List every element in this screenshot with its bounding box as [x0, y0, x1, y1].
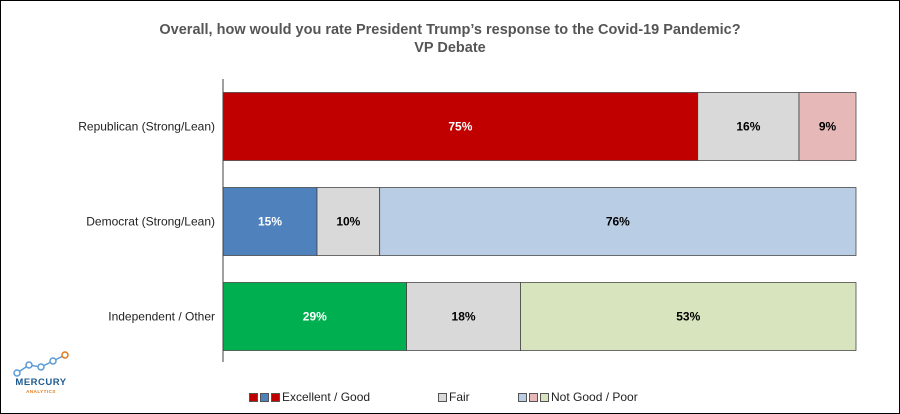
bar-segment — [222, 282, 407, 351]
data-label: 15% — [258, 215, 282, 229]
bar-segment — [222, 187, 318, 256]
legend-item-excellent-good: Excellent / Good — [249, 390, 370, 404]
data-label: 76% — [606, 215, 630, 229]
category-label: Independent / Other — [108, 310, 215, 324]
legend-swatch — [540, 392, 549, 402]
legend-swatch — [438, 392, 447, 402]
logo-subtitle: ANALYTICS — [26, 389, 56, 394]
bar-segment — [316, 187, 381, 256]
logo-name: MERCURY — [15, 377, 67, 388]
bar-segment — [520, 282, 857, 351]
data-label: 53% — [676, 310, 700, 324]
legend-swatch — [518, 392, 527, 402]
legend: Excellent / Good Fair Not Good / Poor — [1, 390, 899, 404]
data-label: 18% — [452, 310, 476, 324]
data-label: 9% — [819, 120, 837, 134]
legend-item-fair: Fair — [438, 390, 470, 404]
legend-label: Not Good / Poor — [551, 390, 638, 404]
title-line-1: Overall, how would you rate President Tr… — [159, 22, 741, 38]
data-label: 10% — [336, 215, 360, 229]
category-label: Democrat (Strong/Lean) — [86, 215, 215, 229]
legend-swatch — [529, 392, 538, 402]
bar-segment — [222, 92, 699, 161]
bar-segment — [798, 92, 857, 161]
data-label: 16% — [736, 120, 760, 134]
legend-swatch — [271, 392, 280, 402]
legend-label: Fair — [449, 390, 470, 404]
legend-item-not-good-poor: Not Good / Poor — [518, 390, 638, 404]
chart-title: Overall, how would you rate President Tr… — [1, 21, 899, 57]
bar-segment — [406, 282, 521, 351]
category-label: Republican (Strong/Lean) — [78, 120, 215, 134]
legend-swatch — [260, 392, 269, 402]
legend-label: Excellent / Good — [282, 390, 371, 404]
data-label: 29% — [303, 310, 327, 324]
bar-segment — [379, 187, 857, 256]
legend-swatch — [249, 392, 258, 402]
data-label: 75% — [448, 120, 472, 134]
line-graph-logo-icon — [13, 351, 69, 377]
mercury-analytics-logo: MERCURY ANALYTICS — [11, 349, 71, 399]
title-line-2: VP Debate — [414, 40, 486, 56]
